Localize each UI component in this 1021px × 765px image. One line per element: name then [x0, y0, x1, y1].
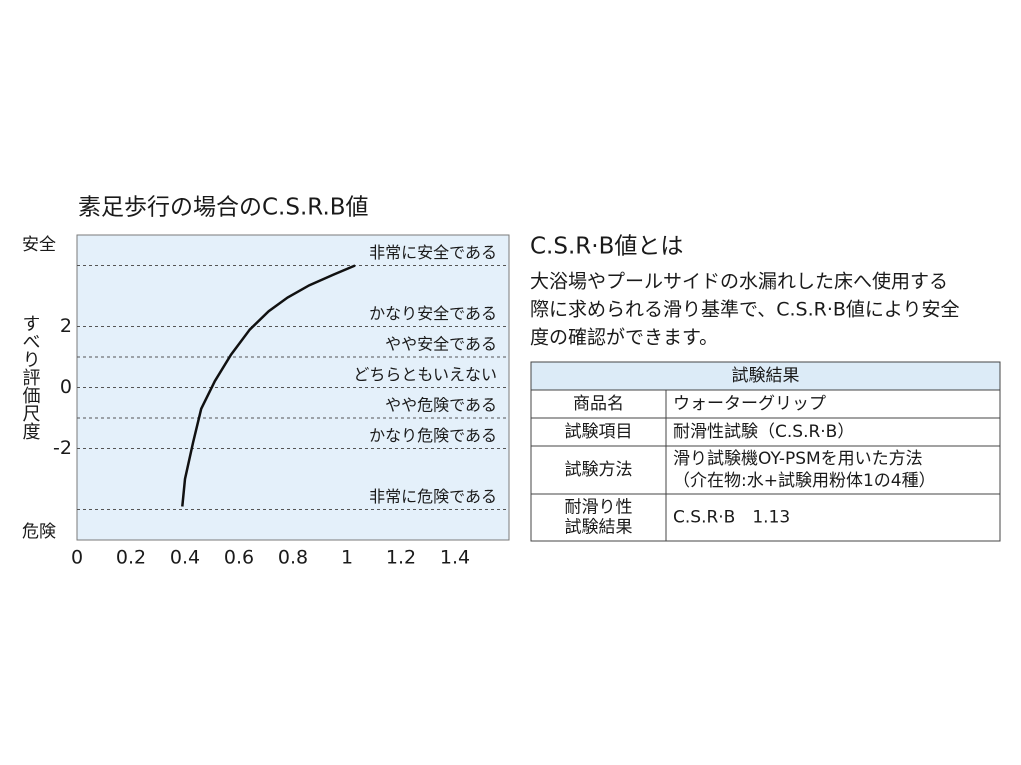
table-row [530, 493, 1001, 542]
x-tick-label: 1 [341, 547, 353, 569]
x-tick-label: 1.2 [386, 547, 416, 569]
table-label: 試験項目 [565, 422, 633, 442]
table-label: 試験方法 [565, 460, 633, 480]
info-line: 際に求められる滑り基準で、C.S.R·B値により安全 [530, 299, 960, 321]
band-label: 非常に危険である [369, 487, 497, 506]
y-top-label: 安全 [22, 235, 56, 255]
y-tick-label: 0 [60, 376, 72, 398]
table-value: （介在物:水+試験用粉体1の4種） [673, 471, 936, 491]
x-tick-label: 0.2 [116, 547, 146, 569]
x-tick-label: 0 [71, 547, 83, 569]
table-row [530, 389, 1001, 419]
table-title: 試験結果 [732, 366, 800, 386]
curve [181, 264, 356, 507]
band-label: かなり安全である [369, 304, 497, 323]
y-tick-label: 2 [60, 315, 72, 337]
table-label: 試験結果 [565, 518, 633, 538]
y-bottom-label: 危険 [22, 522, 56, 542]
y-axis-label: すべり評価尺度 [20, 314, 41, 440]
band-label: やや安全である [385, 335, 497, 354]
table-value: C.S.R·B 1.13 [673, 508, 790, 528]
x-tick-label: 0.8 [278, 547, 308, 569]
band-label: かなり危険である [369, 426, 497, 445]
x-tick-label: 0.4 [170, 547, 200, 569]
table-row [530, 445, 1001, 495]
chart-title: 素足歩行の場合のC.S.R.B値 [78, 195, 369, 221]
band-label: やや危険である [385, 396, 497, 415]
x-tick-label: 0.6 [224, 547, 254, 569]
table-value: 耐滑性試験（C.S.R·B） [673, 422, 854, 442]
table-label: 商品名 [573, 394, 624, 414]
table-label: 耐滑り性 [565, 498, 633, 518]
info-heading: C.S.R·B値とは [530, 234, 683, 260]
table-value: 滑り試験機OY-PSMを用いた方法 [673, 449, 923, 469]
x-tick-label: 1.4 [440, 547, 470, 569]
info-line: 大浴場やプールサイドの水漏れした床へ使用する [530, 271, 948, 293]
table-value: ウォーターグリップ [673, 394, 826, 414]
y-tick-label: -2 [53, 437, 72, 459]
band-label: どちらともいえない [353, 365, 497, 384]
info-line: 度の確認ができます。 [530, 327, 718, 349]
band-label: 非常に安全である [369, 243, 497, 262]
